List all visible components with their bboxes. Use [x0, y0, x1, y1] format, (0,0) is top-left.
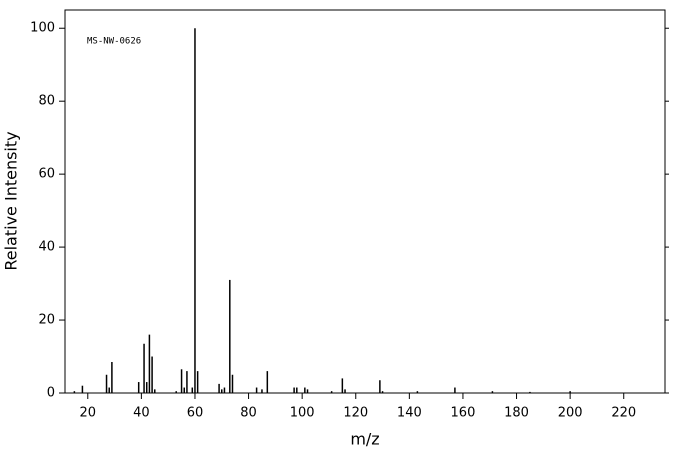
x-tick-label: 200	[558, 406, 583, 421]
x-tick-label: 220	[611, 406, 636, 421]
annotation: MS-NW-0626	[87, 37, 141, 47]
x-tick-label: 120	[343, 406, 368, 421]
x-tick-label: 140	[397, 406, 422, 421]
y-axis-label: Relative Intensity	[2, 131, 21, 270]
x-tick-label: 40	[133, 406, 150, 421]
x-tick-label: 180	[504, 406, 529, 421]
x-tick-label: 80	[240, 406, 257, 421]
y-tick-label: 60	[38, 167, 55, 182]
x-axis-label: m/z	[350, 430, 379, 449]
y-tick-label: 20	[38, 313, 55, 328]
plot-frame	[64, 9, 666, 394]
y-tick-label: 100	[30, 21, 55, 36]
x-tick-label: 100	[290, 406, 315, 421]
y-tick-label: 80	[38, 94, 55, 109]
x-tick-label: 60	[187, 406, 204, 421]
x-tick-label: 20	[80, 406, 97, 421]
y-tick-label: 0	[47, 386, 55, 401]
x-tick-label: 160	[451, 406, 476, 421]
y-tick-label: 40	[38, 240, 55, 255]
